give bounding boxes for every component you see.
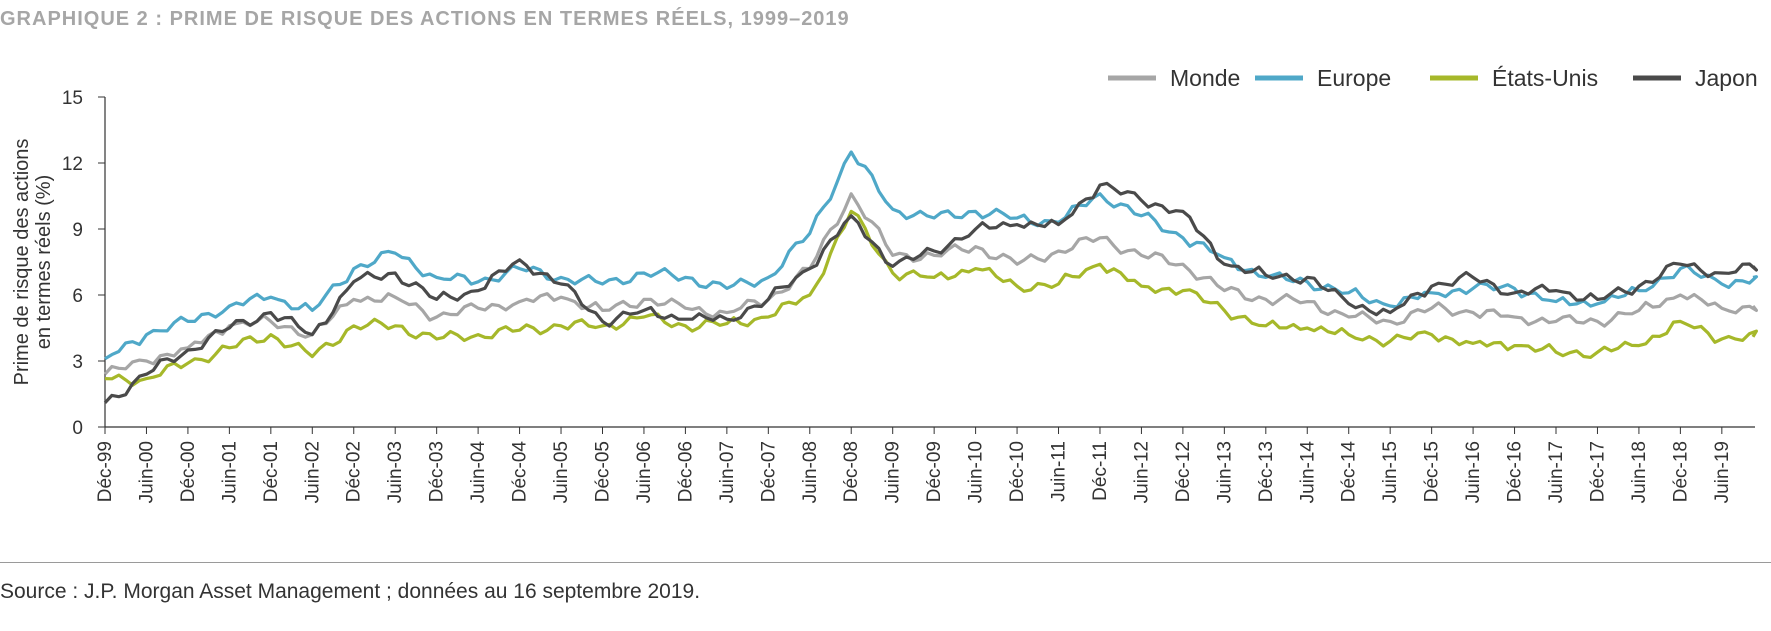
source-note: Source : J.P. Morgan Asset Management ; …	[0, 580, 701, 603]
y-tick-label: 15	[62, 88, 83, 109]
x-tick-label: Déc-09	[924, 441, 945, 502]
x-tick-label: Déc-15	[1422, 441, 1443, 502]
x-tick-label: Juin-02	[302, 441, 323, 503]
x-tick-label: Déc-04	[510, 441, 531, 503]
x-tick-label: Juin-03	[385, 441, 406, 503]
x-tick-label: Déc-01	[261, 441, 282, 502]
series-lines	[103, 150, 1758, 404]
y-tick-label: 0	[72, 418, 83, 439]
x-tick-label: Déc-12	[1173, 441, 1194, 502]
x-axis-ticks: Déc-99 Juin-00 Déc-00 Juin-01 Déc-01 Juin-02 D…	[95, 427, 1733, 503]
x-tick-label: Juin-01	[219, 441, 240, 503]
y-tick-label: 6	[72, 286, 83, 307]
series-line-Monde	[103, 192, 1758, 376]
x-tick-label: Juin-18	[1629, 441, 1650, 503]
x-tick-label: Déc-02	[344, 441, 365, 502]
series-line-Japon	[103, 181, 1758, 404]
x-tick-label: Déc-03	[427, 441, 448, 502]
x-tick-label: Déc-08	[841, 441, 862, 502]
x-tick-label: Déc-05	[592, 441, 613, 502]
x-tick-label: Déc-11	[1090, 441, 1111, 501]
x-tick-label: Juin-14	[1297, 441, 1318, 504]
x-tick-label: Déc-13	[1256, 441, 1277, 502]
x-tick-label: Juin-00	[136, 441, 157, 503]
x-tick-label: Déc-06	[675, 441, 696, 502]
x-tick-label: Juin-05	[551, 441, 572, 503]
x-tick-label: Déc-17	[1587, 441, 1608, 502]
y-axis-label-line: en termes réels (%)	[33, 175, 55, 350]
x-tick-label: Juin-19	[1712, 441, 1733, 503]
y-tick-label: 12	[62, 154, 83, 175]
series-line-Europe	[104, 150, 1758, 361]
x-tick-label: Juin-06	[634, 441, 655, 503]
chart-title: GRAPHIQUE 2 : PRIME DE RISQUE DES ACTION…	[0, 8, 850, 30]
x-tick-label: Déc-18	[1670, 441, 1691, 502]
legend-label: États-Unis	[1492, 65, 1598, 91]
axes	[104, 97, 1755, 428]
series-line-États-Unis	[104, 209, 1758, 387]
x-tick-label: Juin-13	[1214, 441, 1235, 503]
x-tick-label: Juin-10	[966, 441, 987, 503]
x-tick-label: Juin-15	[1380, 441, 1401, 503]
y-axis-label: Prime de risque des actions en termes rée…	[11, 139, 55, 386]
x-tick-label: Juin-16	[1463, 441, 1484, 503]
x-tick-label: Juin-08	[800, 441, 821, 503]
legend-label: Monde	[1170, 65, 1240, 91]
x-tick-label: Juin-12	[1131, 441, 1152, 503]
divider	[0, 562, 1771, 563]
y-tick-label: 9	[72, 220, 83, 241]
y-axis-label-line: Prime de risque des actions	[11, 139, 33, 386]
x-tick-label: Juin-11	[1049, 441, 1070, 502]
x-tick-label: Déc-99	[95, 441, 116, 502]
x-tick-label: Juin-17	[1546, 441, 1567, 503]
y-axis-ticks: 0 3 6 9 12 15	[62, 88, 105, 439]
x-tick-label: Déc-07	[758, 441, 779, 502]
line-chart: Monde Europe États-Unis Japon Prime de risq…	[11, 65, 1758, 503]
x-tick-label: Juin-07	[717, 441, 738, 503]
legend-label: Japon	[1695, 65, 1758, 91]
y-tick-label: 3	[72, 352, 83, 373]
x-tick-label: Déc-16	[1505, 441, 1526, 502]
x-tick-label: Déc-10	[1007, 441, 1028, 502]
x-tick-label: Déc-00	[178, 441, 199, 502]
x-tick-label: Déc-14	[1339, 441, 1360, 503]
legend: Monde Europe États-Unis Japon	[1108, 65, 1758, 91]
x-tick-label: Juin-09	[883, 441, 904, 503]
x-tick-label: Juin-04	[468, 441, 489, 504]
legend-label: Europe	[1317, 65, 1391, 91]
